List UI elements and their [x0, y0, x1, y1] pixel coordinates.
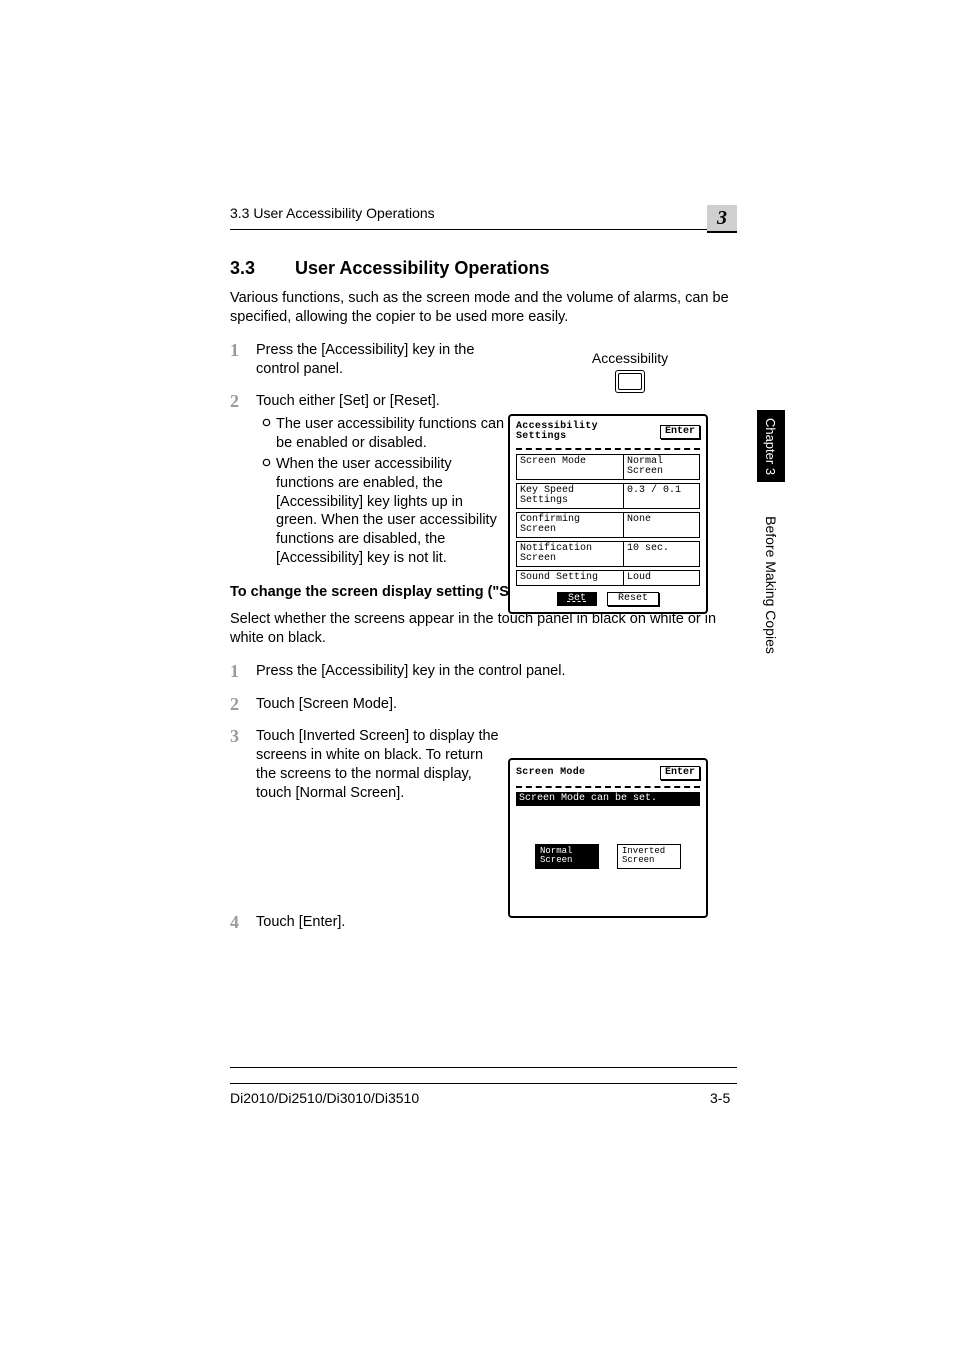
- step-item: 2 Touch [Screen Mode].: [230, 695, 740, 714]
- keycap-icon: [615, 370, 645, 393]
- lcd-row-label: Notification Screen: [516, 541, 624, 567]
- accessibility-key-figure: Accessibility: [555, 350, 705, 393]
- footer-rule: [230, 1083, 737, 1084]
- side-tab-chapter: Chapter 3: [757, 410, 785, 482]
- side-tab-section-label: Before Making Copies: [763, 516, 779, 654]
- lcd-title-row: Screen Mode Enter: [516, 766, 700, 780]
- lcd-row-label: Screen Mode: [516, 454, 624, 480]
- lcd-underline: [516, 448, 700, 450]
- step-text: Touch [Screen Mode].: [256, 695, 740, 714]
- step-text: Press the [Accessibility] key in the con…: [256, 341, 506, 379]
- reset-button[interactable]: Reset: [607, 592, 659, 606]
- header-rule: [230, 229, 730, 230]
- lcd-row-value: None: [624, 512, 700, 538]
- section-intro: Various functions, such as the screen mo…: [230, 289, 740, 327]
- step-number: 2: [230, 392, 256, 570]
- side-tab-chapter-label: Chapter 3: [764, 417, 779, 474]
- inverted-screen-button[interactable]: Inverted Screen: [617, 844, 681, 869]
- lcd-row-label: Confirming Screen: [516, 512, 624, 538]
- enter-button[interactable]: Enter: [660, 766, 700, 780]
- step-number: 4: [230, 913, 256, 932]
- step-number: 2: [230, 695, 256, 714]
- screen-mode-intro: Select whether the screens appear in the…: [230, 610, 740, 648]
- step-item: 1 Press the [Accessibility] key in the c…: [230, 662, 740, 681]
- section-title: User Accessibility Operations: [295, 258, 549, 278]
- lcd-banner: Screen Mode can be set.: [516, 792, 700, 806]
- substep-item: When the user accessibility functions ar…: [256, 455, 506, 568]
- btn-line2: Screen: [622, 855, 654, 865]
- section-heading: 3.3 User Accessibility Operations: [230, 258, 740, 279]
- lcd-title: Screen Mode: [516, 768, 585, 778]
- lcd-row-label: Sound Setting: [516, 570, 624, 586]
- lcd-row-confirming[interactable]: Confirming Screen None: [516, 512, 700, 538]
- step-number: 3: [230, 727, 256, 802]
- bullet-icon: [256, 455, 276, 568]
- lcd-underline: [516, 786, 700, 788]
- section-number: 3.3: [230, 258, 290, 279]
- lcd-row-screen-mode[interactable]: Screen Mode Normal Screen: [516, 454, 700, 480]
- lcd-title-row: Accessibility Settings Enter: [516, 422, 700, 442]
- step-text: Press the [Accessibility] key in the con…: [256, 662, 740, 681]
- chapter-badge: 3: [707, 205, 737, 233]
- step-text: Touch either [Set] or [Reset].: [256, 393, 440, 409]
- enter-button[interactable]: Enter: [660, 425, 700, 439]
- lcd-row-value: 0.3 / 0.1: [624, 483, 700, 509]
- substep-item: The user accessibility functions can be …: [256, 415, 506, 453]
- lcd-row-value: Normal Screen: [624, 454, 700, 480]
- substep-text: The user accessibility functions can be …: [276, 415, 506, 453]
- accessibility-key-label: Accessibility: [555, 350, 705, 366]
- bullet-icon: [256, 415, 276, 453]
- lcd-row-value: 10 sec.: [624, 541, 700, 567]
- step-text: Touch [Inverted Screen] to display the s…: [256, 727, 506, 802]
- lcd-title: Accessibility Settings: [516, 422, 652, 442]
- step-body: Touch either [Set] or [Reset]. The user …: [256, 392, 506, 570]
- lcd-row-key-speed[interactable]: Key Speed Settings 0.3 / 0.1: [516, 483, 700, 509]
- substep-text: When the user accessibility functions ar…: [276, 455, 506, 568]
- lcd-screen-mode: Screen Mode Enter Screen Mode can be set…: [508, 758, 708, 918]
- footer-rule: [230, 1067, 737, 1068]
- lcd-row-label: Key Speed Settings: [516, 483, 624, 509]
- lcd-row-notification[interactable]: Notification Screen 10 sec.: [516, 541, 700, 567]
- footer-model: Di2010/Di2510/Di3010/Di3510: [230, 1090, 419, 1106]
- header-breadcrumb: 3.3 User Accessibility Operations: [230, 205, 710, 221]
- lcd-button-row: Set Reset: [516, 592, 700, 606]
- step-number: 1: [230, 662, 256, 681]
- side-tab-section: Before Making Copies: [757, 500, 785, 670]
- lcd-accessibility-settings: Accessibility Settings Enter Screen Mode…: [508, 414, 708, 614]
- normal-screen-button[interactable]: Normal Screen: [535, 844, 599, 869]
- substep-list: The user accessibility functions can be …: [256, 415, 506, 568]
- mode-buttons-row: Normal Screen Inverted Screen: [516, 844, 700, 869]
- btn-line2: Screen: [540, 855, 572, 865]
- manual-page: 3.3 User Accessibility Operations 3 Chap…: [0, 0, 954, 1351]
- set-button[interactable]: Set: [557, 592, 597, 606]
- lcd-row-value: Loud: [624, 570, 700, 586]
- step-number: 1: [230, 341, 256, 379]
- lcd-row-sound[interactable]: Sound Setting Loud: [516, 570, 700, 586]
- footer-page-number: 3-5: [710, 1090, 730, 1106]
